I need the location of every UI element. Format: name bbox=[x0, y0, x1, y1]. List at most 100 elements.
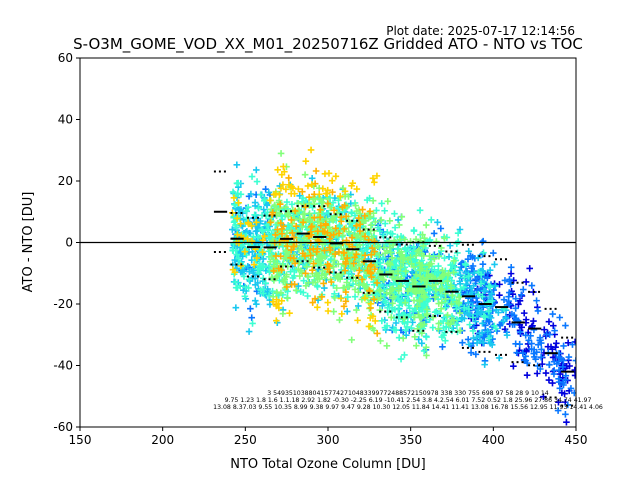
scatter-point bbox=[393, 256, 400, 264]
scatter-point bbox=[324, 307, 332, 315]
scatter-point bbox=[342, 213, 350, 220]
scatter-point bbox=[485, 307, 493, 315]
scatter-point bbox=[437, 225, 445, 232]
scatter-point bbox=[343, 279, 351, 286]
scatter-point bbox=[466, 321, 473, 328]
scatter-point bbox=[280, 163, 287, 170]
scatter-point bbox=[420, 294, 428, 301]
scatter-point bbox=[422, 343, 430, 351]
scatter-point bbox=[406, 253, 414, 261]
scatter-point bbox=[373, 172, 381, 180]
scatter-point bbox=[416, 296, 423, 304]
scatter-point bbox=[411, 288, 419, 295]
scatter-point bbox=[491, 261, 498, 268]
scatter-point bbox=[304, 292, 311, 300]
scatter-point bbox=[547, 343, 555, 351]
scatter-point bbox=[283, 283, 291, 291]
chart-title: S-O3M_GOME_VOD_XX_M01_20250716Z Gridded … bbox=[73, 35, 583, 54]
scatter-point bbox=[291, 281, 298, 288]
scatter-point bbox=[265, 292, 273, 300]
scatter-point bbox=[331, 294, 339, 302]
x-tick-label: 200 bbox=[151, 433, 174, 447]
scatter-point bbox=[304, 273, 312, 281]
scatter-point bbox=[305, 193, 313, 201]
scatter-point bbox=[395, 287, 403, 295]
scatter-point bbox=[502, 314, 509, 322]
scatter-point bbox=[558, 389, 566, 397]
scatter-point bbox=[309, 279, 317, 286]
scatter-point bbox=[263, 221, 271, 229]
scatter-point bbox=[277, 289, 285, 297]
scatter-point bbox=[549, 310, 556, 318]
scatter-point bbox=[374, 224, 382, 231]
scatter-point bbox=[473, 298, 481, 305]
scatter-point bbox=[416, 272, 424, 280]
scatter-point bbox=[260, 206, 267, 213]
scatter-point bbox=[411, 313, 418, 321]
scatter-point bbox=[371, 248, 378, 255]
scatter-point bbox=[404, 245, 412, 252]
scatter-point bbox=[420, 252, 427, 260]
scatter-point bbox=[462, 269, 469, 276]
scatter-point bbox=[450, 269, 457, 276]
scatter-point bbox=[270, 267, 278, 275]
scatter-point bbox=[556, 314, 564, 321]
scatter-point bbox=[429, 314, 437, 321]
scatter-point bbox=[438, 299, 446, 306]
scatter-point bbox=[441, 337, 449, 345]
scatter-point bbox=[327, 232, 335, 239]
scatter-point bbox=[538, 360, 546, 368]
scatter-point bbox=[241, 248, 249, 255]
scatter-point bbox=[562, 322, 569, 329]
scatter-point bbox=[359, 229, 367, 237]
scatter-point bbox=[464, 277, 471, 284]
scatter-point bbox=[394, 216, 402, 224]
scatter-point bbox=[332, 173, 340, 180]
scatter-point bbox=[350, 260, 358, 267]
scatter-point bbox=[367, 251, 375, 259]
scatter-point bbox=[319, 185, 327, 192]
scatter-point bbox=[437, 287, 444, 294]
scatter-point bbox=[441, 235, 448, 242]
scatter-point bbox=[299, 219, 307, 226]
scatter-point bbox=[361, 283, 369, 290]
scatter-point bbox=[273, 317, 280, 325]
scatter-point bbox=[361, 294, 369, 302]
scatter-point bbox=[549, 379, 556, 387]
scatter-point bbox=[301, 171, 309, 178]
scatter-point bbox=[551, 327, 558, 334]
scatter-point bbox=[302, 282, 310, 290]
scatter-point bbox=[420, 347, 428, 355]
scatter-point bbox=[255, 269, 262, 277]
scatter-point bbox=[433, 308, 440, 315]
scatter-point bbox=[326, 268, 333, 276]
scatter-point bbox=[412, 235, 420, 243]
scatter-point bbox=[319, 202, 327, 210]
scatter-point bbox=[288, 229, 296, 237]
scatter-point bbox=[402, 326, 409, 334]
scatter-point bbox=[444, 311, 451, 319]
scatter-point bbox=[336, 316, 343, 324]
scatter-point bbox=[281, 168, 288, 175]
scatter-point bbox=[310, 214, 318, 221]
scatter-point bbox=[488, 290, 495, 297]
scatter-point bbox=[369, 313, 377, 320]
scatter-point bbox=[292, 287, 300, 294]
scatter-point bbox=[444, 319, 452, 327]
scatter-point bbox=[488, 297, 496, 305]
scatter-point bbox=[330, 207, 338, 214]
scatter-point bbox=[295, 265, 302, 273]
scatter-point bbox=[351, 293, 359, 301]
scatter-point bbox=[242, 247, 250, 255]
scatter-point bbox=[553, 360, 561, 368]
scatter-point bbox=[491, 282, 499, 290]
scatter-point bbox=[303, 263, 310, 271]
scatter-point bbox=[468, 289, 476, 296]
scatter-point bbox=[376, 251, 383, 259]
scatter-point bbox=[245, 328, 253, 335]
scatter-point bbox=[437, 305, 445, 313]
scatter-point bbox=[316, 213, 324, 221]
scatter-point bbox=[465, 272, 473, 280]
scatter-point bbox=[370, 295, 378, 303]
scatter-point bbox=[550, 367, 558, 374]
